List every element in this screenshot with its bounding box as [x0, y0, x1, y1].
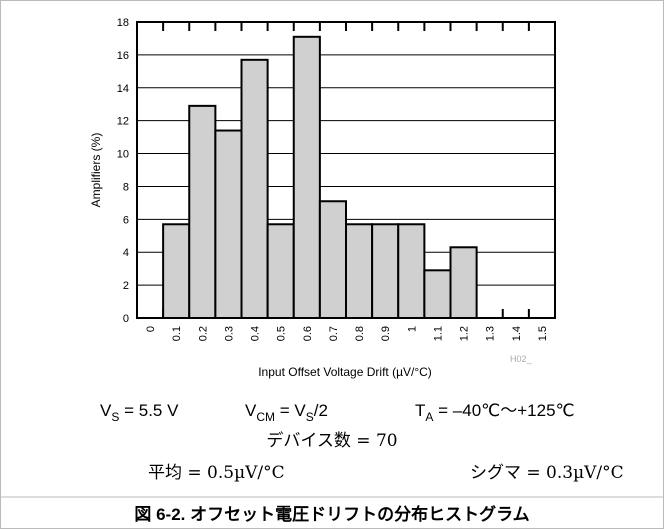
- bar: [318, 200, 347, 319]
- bar: [266, 223, 295, 319]
- caption: 図 6-2. オフセット電圧ドリフトの分布ヒストグラム: [134, 504, 529, 524]
- condition: TA = –40℃～+125℃: [415, 401, 575, 424]
- x-tick-label: 1.2: [459, 326, 471, 341]
- x-tick-label: 0.6: [302, 326, 314, 341]
- y-tick-label: 18: [117, 17, 129, 29]
- bar: [188, 104, 217, 319]
- condition-text: = –40℃～+125℃: [433, 401, 574, 420]
- subscript: A: [425, 410, 433, 424]
- x-tick-label: 0.8: [354, 326, 366, 341]
- plot-border: [136, 21, 556, 319]
- condition-text: /2: [314, 401, 328, 420]
- condition-text: V: [245, 401, 257, 420]
- condition-text: = V: [275, 401, 306, 420]
- figure-code: H02_: [510, 354, 533, 364]
- y-tick-label: 16: [117, 50, 129, 62]
- y-tick-label: 0: [123, 313, 129, 325]
- bar: [423, 269, 452, 319]
- y-axis-label: Amplifiers (%): [89, 133, 103, 208]
- condition-text: T: [415, 401, 425, 420]
- x-tick-label: 0.4: [250, 326, 262, 341]
- bar: [214, 129, 243, 319]
- bar: [240, 58, 269, 319]
- y-tick-label: 6: [123, 214, 129, 226]
- x-tick-label: 1.3: [485, 326, 497, 341]
- x-tick-label: 1.5: [537, 326, 549, 341]
- x-tick-label: 1.1: [432, 326, 444, 341]
- y-tick-label: 8: [123, 181, 129, 193]
- x-tick-label: 1: [406, 326, 418, 332]
- x-tick-label: 0.9: [380, 326, 392, 341]
- y-tick-label: 4: [123, 247, 129, 259]
- x-tick-label: 0: [145, 326, 157, 332]
- condition-text: V: [100, 401, 112, 420]
- y-tick-label: 12: [117, 116, 129, 128]
- device-count: デバイス数 = 70: [266, 430, 397, 451]
- x-tick-label: 1.4: [511, 326, 523, 341]
- mean: 平均 = 0.5µV/°C: [148, 463, 285, 483]
- subscript: S: [111, 410, 119, 424]
- bar: [162, 223, 191, 319]
- x-tick-label: 0.1: [171, 326, 183, 341]
- bar: [345, 223, 374, 319]
- bar: [292, 35, 321, 320]
- x-tick-label: 0.5: [276, 326, 288, 341]
- x-tick-label: 0.7: [328, 326, 340, 341]
- x-axis-label: Input Offset Voltage Drift (µV/°C): [258, 365, 432, 379]
- bar: [371, 223, 400, 319]
- condition-text: = 5.5 V: [119, 401, 179, 420]
- bar: [449, 246, 478, 320]
- x-tick-label: 0.3: [223, 326, 235, 341]
- subscript: CM: [256, 410, 275, 424]
- condition: VCM = VS/2: [245, 401, 328, 424]
- y-tick-label: 10: [117, 149, 129, 161]
- x-tick-label: 0.2: [197, 326, 209, 341]
- y-tick-label: 14: [117, 83, 129, 95]
- subscript: S: [306, 410, 314, 424]
- condition: VS = 5.5 V: [100, 401, 179, 424]
- sigma: シグマ = 0.3µV/°C: [470, 463, 624, 483]
- bar: [397, 223, 426, 319]
- y-tick-label: 2: [123, 280, 129, 292]
